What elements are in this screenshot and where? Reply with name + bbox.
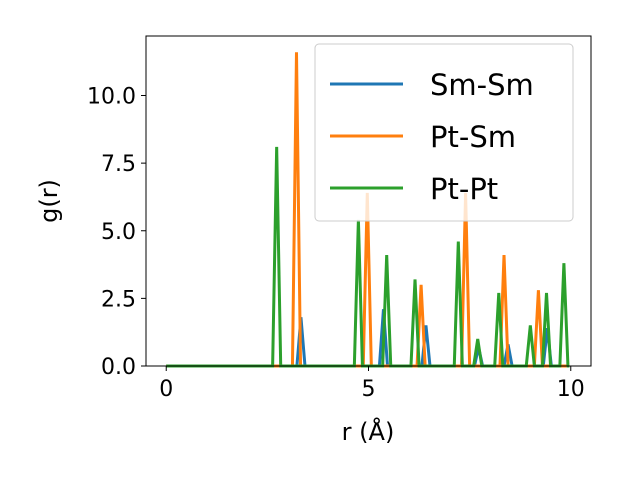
y-tick-label: 7.5 [101, 152, 136, 177]
legend-label-sm-sm: Sm-Sm [430, 68, 534, 102]
x-tick-label: 5 [362, 377, 376, 402]
y-tick-label: 2.5 [101, 287, 136, 312]
legend: Sm-Sm Pt-Sm Pt-Pt [314, 43, 574, 222]
x-tick-label: 0 [159, 377, 173, 402]
y-tick-label: 10.0 [87, 85, 136, 110]
legend-label-pt-pt: Pt-Pt [430, 172, 498, 206]
legend-box [314, 43, 574, 222]
y-tick-label: 5.0 [101, 220, 136, 245]
y-axis-label: g(r) [35, 179, 63, 223]
legend-label-pt-sm: Pt-Sm [430, 120, 516, 154]
y-tick-label: 0.0 [101, 355, 136, 380]
x-tick-label: 10 [557, 377, 585, 402]
y-axis: 0.0 2.5 5.0 7.5 10.0 [87, 85, 146, 380]
x-axis-label: r (Å) [342, 417, 395, 446]
x-axis: 0 5 10 [159, 366, 585, 402]
